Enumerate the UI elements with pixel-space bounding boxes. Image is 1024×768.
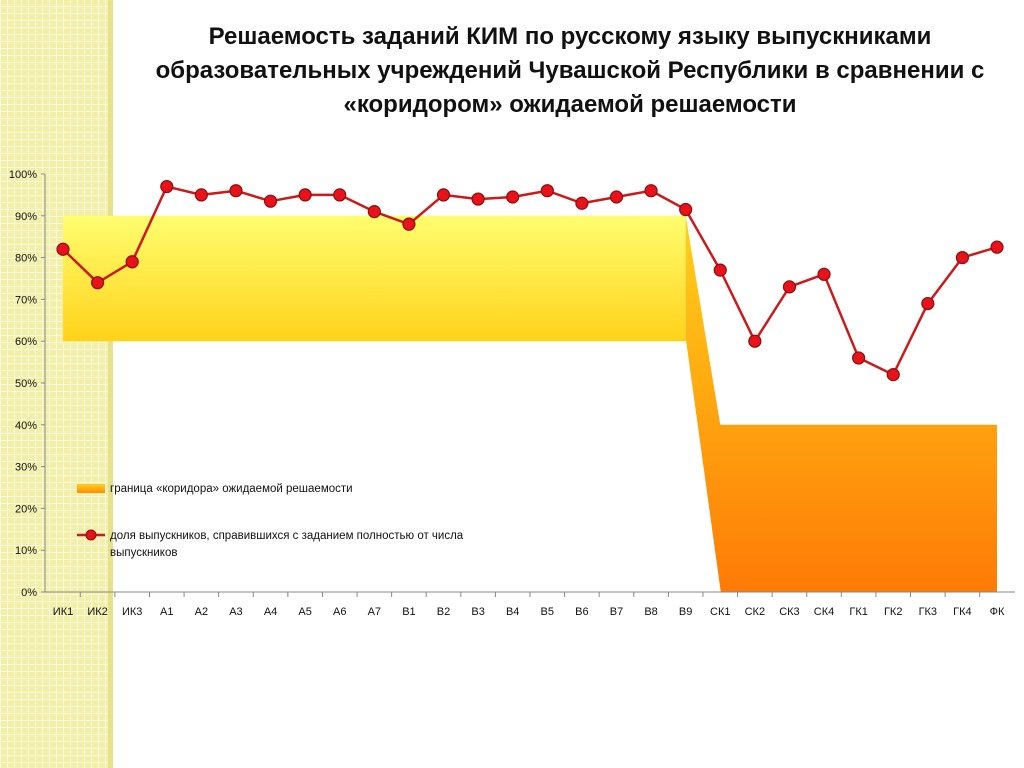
y-tick-label: 0%: [21, 587, 37, 599]
y-tick-label: 10%: [15, 545, 37, 557]
x-tick-label: ГК2: [884, 606, 902, 618]
data-point: [160, 179, 174, 194]
legend-swatch-series-marker: [85, 529, 97, 541]
decorative-left-strip-edge: [108, 0, 113, 768]
x-tick-label: СК1: [710, 606, 730, 618]
data-point: [609, 190, 624, 204]
data-point: [263, 194, 278, 208]
legend: граница «коридора» ожидаемой решаемости д…: [77, 483, 464, 559]
x-tick-label: В6: [575, 606, 588, 618]
x-tick-label: В9: [679, 606, 692, 618]
data-point: [990, 240, 1004, 254]
data-point: [229, 184, 243, 198]
corridor-area-group: [63, 215, 997, 593]
y-tick-label: 90%: [15, 211, 37, 223]
data-point: [194, 188, 208, 202]
data-point: [713, 263, 727, 277]
axes-group: 0% 10% 20% 30% 40% 50% 60% 70% 80% 90% 100% ИК1 ИК2 И…: [9, 169, 1015, 618]
data-point: [471, 192, 485, 206]
x-tick-label: А5: [298, 606, 311, 618]
x-tick-label: ФК: [990, 606, 1005, 618]
x-tick-label: А3: [229, 606, 242, 618]
x-tick-label: А2: [195, 606, 208, 618]
x-tick-label: ИК2: [87, 606, 107, 618]
series-line: [62, 185, 998, 376]
x-tick-label: А4: [264, 606, 277, 618]
y-tick-label: 70%: [15, 294, 37, 306]
data-point: [644, 184, 658, 198]
x-tick-label: А1: [160, 606, 173, 618]
x-tick-label: СК3: [779, 606, 799, 618]
data-point: [852, 351, 866, 365]
data-point: [125, 255, 139, 269]
data-point: [817, 267, 831, 281]
x-tick-label: В1: [402, 606, 415, 618]
y-tick-label: 40%: [15, 420, 37, 432]
data-point: [679, 202, 693, 217]
data-point: [921, 296, 935, 311]
corridor-edge: [685, 341, 721, 593]
x-tick-label: В8: [644, 606, 657, 618]
x-tick-label: ГК1: [849, 606, 867, 618]
decorative-left-strip: [0, 0, 113, 768]
data-point: [298, 188, 312, 202]
data-point: [506, 190, 520, 204]
x-tick-label: СК2: [745, 606, 765, 618]
corridor-band-upper: [63, 215, 686, 342]
legend-swatch-corridor: [77, 484, 105, 493]
y-tick-label: 30%: [15, 462, 37, 474]
data-point: [367, 205, 381, 219]
data-point: [333, 188, 347, 202]
y-tick-label: 100%: [9, 169, 37, 181]
x-tick-label: А6: [333, 606, 346, 618]
x-tick-label: В3: [471, 606, 484, 618]
data-point: [782, 280, 797, 294]
legend-label-corridor: граница «коридора» ожидаемой решаемости: [110, 483, 353, 495]
data-point: [886, 368, 900, 382]
data-point: [90, 276, 105, 290]
y-tick-label: 20%: [15, 503, 37, 515]
data-point: [575, 196, 589, 210]
x-tick-label: В5: [541, 606, 554, 618]
y-tick-label: 60%: [15, 336, 37, 348]
x-tick-label: В2: [437, 606, 450, 618]
x-tick-label: В7: [610, 606, 623, 618]
data-point: [56, 242, 70, 256]
x-tick-label: ГК4: [953, 606, 971, 618]
data-point: [748, 334, 762, 348]
data-point: [955, 251, 970, 265]
series-group: [56, 179, 1004, 382]
y-tick-label: 80%: [15, 253, 37, 265]
data-point: [402, 217, 416, 231]
corridor-band-lower: [685, 215, 997, 593]
x-tick-label: ГК3: [919, 606, 937, 618]
data-point: [540, 184, 554, 198]
x-tick-label: А7: [368, 606, 381, 618]
x-tick-label: В4: [506, 606, 519, 618]
x-tick-label: СК4: [814, 606, 834, 618]
y-tick-label: 50%: [15, 378, 37, 390]
x-tick-label: ИК1: [53, 606, 73, 618]
chart-title: Решаемость заданий КИМ по русскому языку…: [155, 23, 985, 118]
data-point: [436, 188, 451, 202]
legend-label-series: доля выпускников, справившихся с задание…: [110, 530, 464, 559]
x-tick-label: ИК3: [122, 606, 142, 618]
